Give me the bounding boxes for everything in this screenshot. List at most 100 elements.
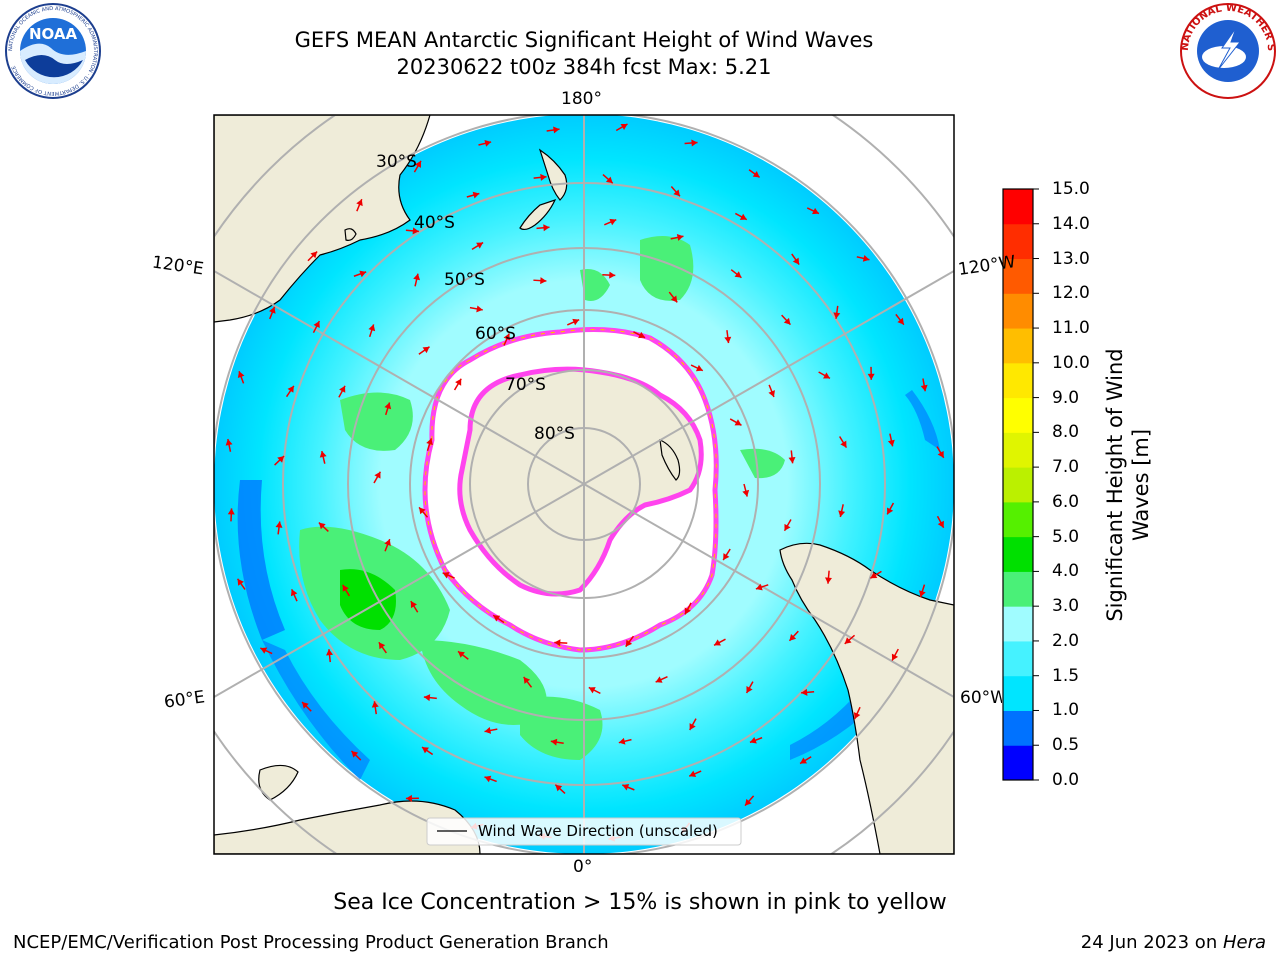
- wind-wave-arrow-head: [319, 451, 327, 458]
- wind-wave-arrow-head: [755, 583, 763, 591]
- wind-wave-arrow-head: [554, 639, 561, 647]
- wind-wave-arrow-head: [275, 521, 283, 528]
- colorbar-tick-label: 9.0: [1052, 387, 1080, 408]
- ice-edge-yellow: [424, 328, 717, 651]
- colorbar-segment: [1003, 536, 1033, 572]
- wind-wave-arrow-head: [609, 218, 617, 226]
- colorbar-tick-label: 10.0: [1052, 352, 1090, 373]
- footer-machine: Hera: [1222, 932, 1266, 953]
- wind-wave-arrow-head: [476, 305, 483, 313]
- footer-date-text: 24 Jun 2023 on: [1080, 932, 1223, 953]
- wind-wave-arrow-head: [823, 372, 830, 379]
- colorbar-segment: [1003, 640, 1033, 677]
- wind-wave-arrow-head: [768, 390, 775, 398]
- wind-wave-arrow-head: [351, 750, 359, 758]
- colorbar-tick-label: 8.0: [1052, 422, 1080, 443]
- wind-wave-arrow-head: [838, 510, 846, 517]
- wind-wave-arrow-head: [605, 176, 613, 184]
- wind-wave-arrow-head: [622, 784, 630, 791]
- wind-wave-arrow-head: [227, 508, 235, 515]
- wind-wave-arrow-head: [695, 364, 703, 372]
- wind-wave-arrow-head: [833, 312, 841, 319]
- wind-wave-arrow-head: [618, 737, 626, 745]
- wind-wave-arrow-head: [422, 747, 429, 754]
- chart-title: GEFS MEAN Antarctic Significant Height o…: [294, 28, 874, 52]
- wind-wave-arrow-head: [318, 522, 326, 530]
- wind-wave-arrow-head: [472, 191, 480, 199]
- colorbar-tick-label: 12.0: [1052, 283, 1090, 304]
- wind-wave-arrow-head: [384, 402, 392, 410]
- lon-label-60w: 60°W: [960, 688, 1002, 708]
- wind-wave-arrow-head: [897, 317, 904, 325]
- lat-label-40s: 40°S: [414, 213, 455, 233]
- wind-wave-arrow-head: [374, 471, 381, 479]
- colorbar-segment: [1003, 675, 1033, 711]
- wind-wave-arrow-head: [676, 234, 684, 241]
- wind-wave-arrow-head: [410, 601, 417, 609]
- wind-wave-arrow-head: [937, 450, 944, 458]
- colorbar-tick-label: 14.0: [1052, 213, 1090, 234]
- wind-wave-arrow-head: [800, 757, 808, 764]
- wind-wave-arrow-head: [919, 590, 926, 597]
- wind-wave-arrow-head: [237, 371, 245, 379]
- colorbar-tick-label: 0.5: [1052, 735, 1080, 756]
- colorbar-segment: [1003, 467, 1033, 503]
- wind-wave-arrow-head: [269, 306, 276, 314]
- wind-wave-arrow-head: [484, 775, 492, 783]
- colorbar-tick-label: 7.0: [1052, 457, 1080, 478]
- wind-wave-arrow-head: [689, 770, 697, 777]
- wind-wave-arrow-head: [844, 637, 852, 644]
- wind-wave-arrow-head: [378, 642, 386, 650]
- wind-wave-arrow-head: [801, 688, 808, 696]
- wind-wave-arrow-head: [870, 572, 878, 579]
- colorbar-tick-label: 1.5: [1052, 665, 1080, 686]
- nws-logo: NATIONAL WEATHER SERVICE: [1174, 0, 1278, 100]
- map-frame: [213, 114, 955, 855]
- colorbar-segment: [1003, 606, 1033, 642]
- colorbar-tick-label: 4.0: [1052, 561, 1080, 582]
- colorbar-tick-label: 3.0: [1052, 596, 1080, 617]
- footer-date: 24 Jun 2023 on Hera: [1081, 932, 1266, 953]
- wind-wave-arrow-head: [277, 456, 285, 463]
- wind-wave-arrow-head: [840, 440, 847, 448]
- colorbar-segment: [1003, 362, 1033, 399]
- colorbar-tick-label: 15.0: [1052, 179, 1090, 199]
- wind-wave-arrow-head: [405, 794, 412, 802]
- wind-wave-arrow-head: [484, 727, 492, 734]
- wind-wave-arrow-head: [458, 651, 465, 658]
- graticule: [214, 115, 954, 854]
- wind-wave-arrow-head: [342, 584, 349, 592]
- wind-wave-arrow-head: [714, 639, 721, 646]
- wind-wave-arrow-head: [555, 784, 563, 792]
- wind-wave-arrow-head: [287, 385, 294, 393]
- wind-wave-arrow-head: [734, 419, 742, 426]
- wind-wave-arrow-head: [356, 199, 363, 207]
- wind-wave-arrow-head: [625, 639, 633, 647]
- wind-wave-arrows: [225, 123, 945, 842]
- colorbar-label-line1: Significant Height of Wind: [1103, 348, 1127, 622]
- svg-text:NOAA: NOAA: [29, 25, 78, 43]
- colorbar-tick-label: 1.0: [1052, 700, 1080, 721]
- wind-wave-arrow-head: [476, 242, 484, 249]
- colorbar-segment: [1003, 223, 1033, 260]
- colorbar-tick-label: 5.0: [1052, 526, 1080, 547]
- wind-wave-arrow-head: [588, 687, 596, 694]
- sea-ice-caption: Sea Ice Concentration > 15% is shown in …: [333, 890, 947, 915]
- wind-wave-arrow-head: [442, 572, 450, 579]
- lat-label-50s: 50°S: [444, 270, 485, 290]
- wind-wave-arrow-head: [237, 578, 244, 586]
- wind-wave-arrow-head: [670, 295, 678, 303]
- colorbar: [1002, 188, 1039, 781]
- wind-wave-arrow-head: [867, 373, 875, 380]
- wind-wave-arrow-head: [749, 736, 757, 744]
- wind-wave-arrow-head: [789, 633, 797, 641]
- colorbar-label-line2: Waves [m]: [1129, 428, 1153, 542]
- wind-wave-arrow-head: [543, 224, 550, 232]
- colorbar-segment: [1003, 571, 1033, 607]
- wind-wave-arrow-head: [638, 331, 646, 339]
- wind-wave-arrow-head: [887, 439, 895, 447]
- map-legend: [426, 817, 742, 846]
- colorbar-tick-label: 0.0: [1052, 770, 1080, 790]
- wind-wave-arrow-head: [503, 333, 511, 341]
- wind-wave-arrow-head: [540, 173, 547, 181]
